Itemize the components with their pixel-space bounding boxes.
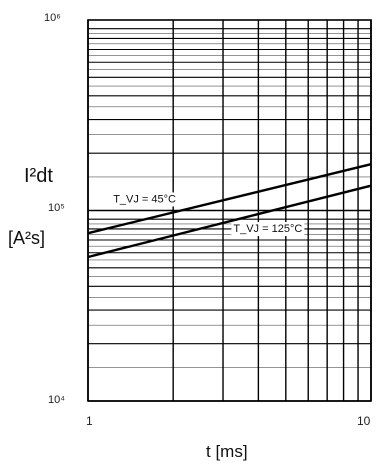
y-axis-label-line2: [A²s] <box>8 228 46 248</box>
x-tick-label-right: 10 <box>357 414 371 428</box>
x-tick-label-left: 1 <box>86 414 93 428</box>
series-annotation-1: T_VJ = 125°C <box>233 223 302 235</box>
x-axis-label: t [ms] <box>206 442 248 461</box>
series-annotation-bg <box>111 192 179 207</box>
series-annotation-bg <box>231 222 305 237</box>
plot-frame <box>87 19 372 402</box>
y-tick-label-mid: 10⁵ <box>48 202 65 214</box>
y-axis-label-line1: I²dt <box>24 165 53 187</box>
y-tick-label-top: 10⁶ <box>44 12 61 24</box>
series-line-1 <box>87 184 372 259</box>
series-line-0 <box>87 163 372 235</box>
y-tick-label-bottom: 10⁴ <box>48 394 65 406</box>
series-annotation-0: T_VJ = 45°C <box>113 193 176 205</box>
